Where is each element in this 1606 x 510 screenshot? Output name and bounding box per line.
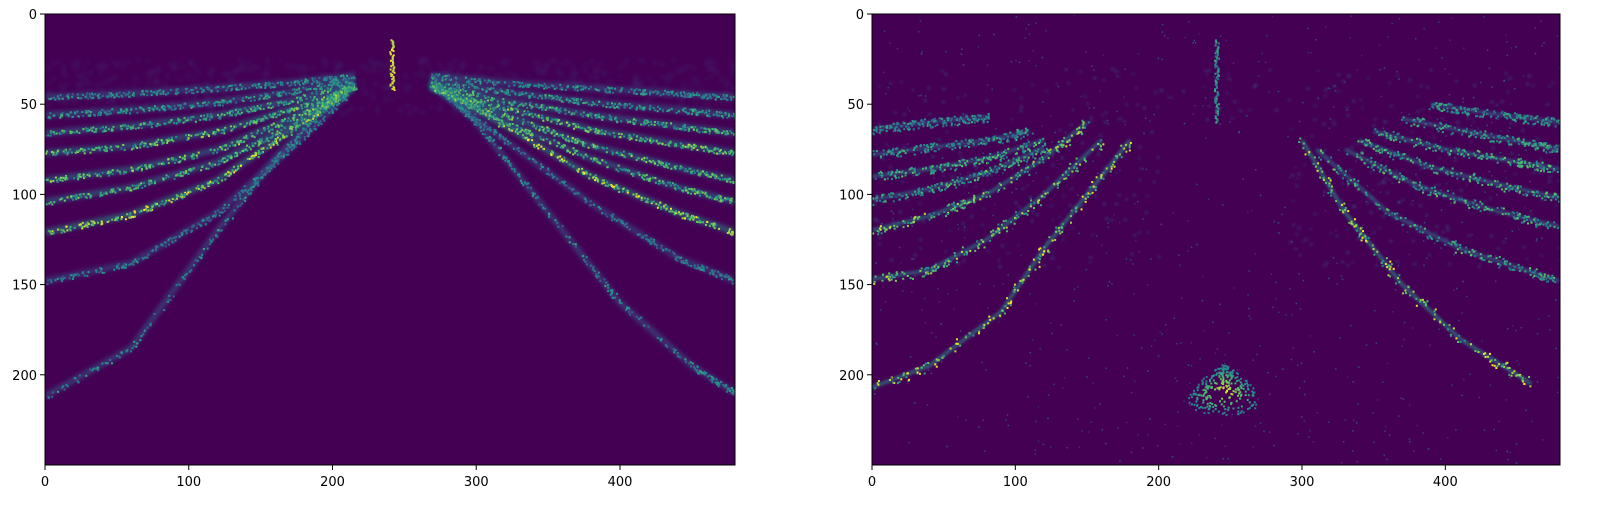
heatmap-arc [872, 138, 1105, 285]
heatmap-arc [429, 79, 735, 137]
y-tick-label: 0 [29, 8, 37, 23]
x-tick-label: 200 [1146, 475, 1171, 490]
bright-blob [1188, 364, 1258, 417]
x-tick-label: 100 [1003, 475, 1028, 490]
noise-speckles [872, 14, 1560, 464]
x-tick-label: 0 [868, 475, 876, 490]
heatmap-arc [45, 72, 356, 101]
y-tick-label: 50 [20, 98, 37, 113]
heatmap-arc [45, 83, 356, 206]
x-tick-label: 100 [176, 475, 201, 490]
center-streak [1213, 39, 1221, 124]
y-tick-label: 150 [839, 279, 864, 294]
right-heatmap-panel: 0 100 200 300 400 0 50 100 150 200 [839, 8, 1561, 490]
y-tick-label: 200 [839, 369, 864, 384]
heatmap-arc [429, 75, 735, 120]
heatmap-arc [1357, 138, 1560, 203]
heatmap-arc [429, 83, 735, 157]
left-heatmap-panel: 0 100 200 300 400 0 50 100 150 200 [12, 8, 736, 490]
heatmap-image [872, 14, 1560, 464]
heatmap-arc [45, 79, 356, 137]
x-tick-label: 0 [41, 475, 49, 490]
heatmap-arc [1401, 116, 1560, 154]
heatmap-arc [45, 93, 350, 285]
axes-frame [44, 13, 736, 466]
heatmap-arc [1344, 147, 1560, 230]
heatmap-arc [430, 72, 735, 102]
heatmap-arc [1428, 102, 1560, 128]
y-tick-label: 50 [847, 98, 864, 113]
heatmap-arc [45, 83, 356, 156]
x-tick-label: 300 [1290, 475, 1315, 490]
x-tick-label: 400 [608, 475, 633, 490]
heatmap-arc [872, 145, 1049, 206]
heatmap-arc [872, 119, 1090, 236]
y-tick-label: 100 [839, 188, 864, 203]
heatmap-arc [1314, 147, 1560, 284]
heatmap-arc [872, 112, 990, 136]
y-tick-label: 150 [12, 279, 37, 294]
heatmap-arc [431, 83, 735, 285]
center-streak [389, 39, 396, 92]
x-tick-label: 200 [320, 475, 345, 490]
heatmap-arc [1298, 137, 1533, 388]
heatmap-arc [872, 139, 1132, 390]
heatmap-arc [1373, 128, 1560, 175]
heatmap-arc [872, 127, 1034, 160]
heatmap-arc [872, 137, 1047, 181]
y-tick-label: 200 [12, 369, 37, 384]
y-tick-label: 0 [856, 8, 864, 23]
y-tick-label: 100 [12, 188, 37, 203]
heatmap-arc [429, 83, 735, 185]
x-tick-label: 400 [1433, 475, 1458, 490]
heatmap-arc [45, 75, 356, 120]
x-tick-label: 300 [464, 475, 489, 490]
axes-frame [871, 13, 1561, 466]
heatmap-image [45, 39, 735, 400]
heatmap-arc [45, 83, 358, 184]
